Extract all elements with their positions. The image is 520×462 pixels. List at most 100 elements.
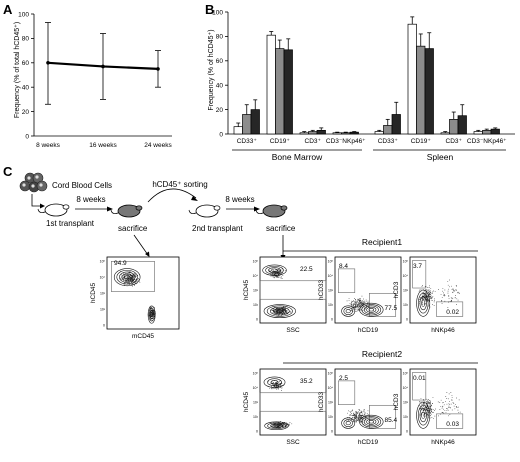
flow-plot-x-label: hCD19 (358, 327, 379, 334)
flow-plot-tick-label: 10⁵ (403, 260, 409, 264)
flow-plot-gate (259, 280, 327, 300)
panel-b-bar (349, 131, 359, 135)
flow-plot-contour (116, 269, 138, 285)
panel-b-bar (482, 129, 492, 135)
flow-plot-tick-label: 0 (256, 430, 258, 434)
flow-plot-tick-label: 10² (403, 415, 409, 419)
flow-plot: 10⁵ 10⁴ 10³ 10² 0 hCD45 SSC 22.5 (243, 256, 327, 334)
flow-plot-tick-label: 0 (103, 324, 105, 328)
flow-plot-tick-label: 10⁵ (328, 260, 334, 264)
mouse-1-icon (37, 203, 70, 217)
flow-plot-tick-label: 10⁴ (253, 386, 259, 390)
panel-b-y-tick-label: 20 (216, 107, 224, 114)
flow-plot-contour (262, 264, 287, 276)
flow-plot-contour (363, 417, 379, 427)
flow-plot-contour (266, 305, 293, 317)
flow-plot-contour (267, 378, 282, 387)
flow-plot-tick-label: 10⁵ (253, 372, 259, 376)
spleen-label: Spleen (427, 152, 454, 162)
flow-plot-contour (416, 289, 431, 317)
panel-b-y-tick-label: 0 (219, 131, 223, 138)
second-sacrifice-label: sacrifice (266, 224, 296, 233)
mouse-3-icon (188, 204, 221, 218)
flow-plot-gate (412, 371, 427, 401)
panel-b-bar (332, 132, 342, 135)
panel-a-x-tick-label: 24 weeks (144, 142, 172, 149)
flow-plot-contour (273, 308, 287, 315)
panel-a-data-point (156, 67, 160, 71)
flow-plot-contour (121, 273, 133, 281)
flow-plot-contour (273, 424, 280, 428)
panel-c-label: C (3, 164, 13, 179)
panel-b-bar (299, 132, 309, 135)
flow-plot-contour (361, 304, 382, 316)
panel-a-label: A (3, 2, 13, 17)
panel-b-bar (473, 131, 483, 135)
flow-plot-contour (419, 296, 427, 311)
flow-plot-contour (366, 418, 377, 425)
flow-plot-contour (368, 308, 374, 312)
flow-plot-contour (270, 423, 283, 429)
panel-b-label: B (205, 2, 214, 17)
flow-plot-tick-label: 10³ (253, 289, 259, 293)
first-sacrifice-label: sacrifice (118, 224, 148, 233)
flow-plot-tick-label: 0 (256, 318, 258, 322)
panel-b-bar (275, 48, 285, 135)
flow-plot-contour (341, 417, 356, 429)
flow-plot-contour (267, 422, 286, 430)
first-interval-label: 8 weeks (76, 195, 105, 204)
panel-b-bar (424, 48, 434, 135)
flow-plot-tick-label: 10⁴ (328, 386, 334, 390)
first-sacrifice-arrow (133, 234, 149, 256)
flow-plot-contour (421, 411, 426, 419)
panel-b-y-axis-label: Frequency (% of hCD45⁺) (208, 29, 215, 110)
panel-b-y-tick-label: 100 (212, 9, 223, 16)
panel-b-y-tick-label: 80 (216, 34, 224, 41)
flow-plot-contour (417, 405, 429, 426)
flow-plot-contour (345, 309, 351, 314)
panel-b-bar (316, 129, 326, 135)
flow-plot-gate (337, 380, 356, 405)
panel-c: C Cord Blood Cells 8 weeks 1st transplan… (3, 164, 478, 446)
panel-b-x-tick-label: CD19⁺ (411, 138, 432, 145)
panel-b-bar (416, 45, 426, 135)
cord-blood-cells-label: Cord Blood Cells (52, 181, 112, 190)
flow-plot: 10⁵ 10⁴ 10³ 10² 0 hCD45 SSC 35.2 (243, 368, 327, 446)
flow-plot-tick-label: 10⁵ (328, 372, 334, 376)
flow-plot-contour (264, 421, 289, 431)
mouse-4-icon (255, 204, 288, 218)
flow-plot-tick-label: 10³ (403, 289, 409, 293)
flow-plot-y-label: hCD33 (318, 391, 325, 412)
panel-a-y-tick-label: 0 (25, 133, 29, 140)
flow-plot-gate-value: 35.2 (300, 378, 313, 385)
flow-plot-gate-value: 2.5 (339, 375, 348, 382)
flow-plot-events (438, 279, 460, 308)
flow-plot-contour (263, 304, 296, 319)
flow-plot-contour (271, 268, 278, 272)
flow-plot-events (437, 392, 461, 417)
panel-b: B Frequency (% of hCD45⁺) 0 20 40 60 80 100 C… (205, 2, 515, 162)
flow-plot-gate-value: 94.9 (114, 260, 127, 267)
flow-plot: 10⁵ 10⁴ 10³ 10² 0 hCD45 mCD45 94.9 (90, 256, 180, 340)
flow-plot-tick-label: 10² (253, 303, 259, 307)
flow-plot: 10⁵ 10⁴ 10³ 10² 0 hCD33 hCD19 2.5 85.4 (318, 368, 402, 446)
flow-plot-y-label: hCD45 (243, 391, 250, 412)
flow-plot-tick-label: 10² (100, 308, 106, 312)
flow-plot-tick-label: 10⁵ (253, 260, 259, 264)
bone-marrow-label: Bone Marrow (272, 152, 323, 162)
flow-plot-y-label: hCD45 (243, 279, 250, 300)
panel-b-x-tick-label: CD3⁺ (305, 138, 322, 145)
flow-plot-contour (345, 421, 351, 426)
panel-b-bar (308, 131, 318, 135)
flow-plot-contour (416, 401, 431, 429)
flow-plot-tick-label: 10⁴ (100, 276, 106, 280)
panel-b-bar (440, 132, 450, 135)
sorting-label: hCD45⁺ sorting (152, 180, 207, 189)
panel-b-bar (242, 114, 252, 135)
panel-b-bar (283, 49, 293, 135)
flow-plot-events (346, 409, 370, 425)
flow-plot-gate (259, 392, 327, 412)
flow-plot-x-label: hCD19 (358, 439, 379, 446)
flow-plot-frame (106, 256, 180, 330)
